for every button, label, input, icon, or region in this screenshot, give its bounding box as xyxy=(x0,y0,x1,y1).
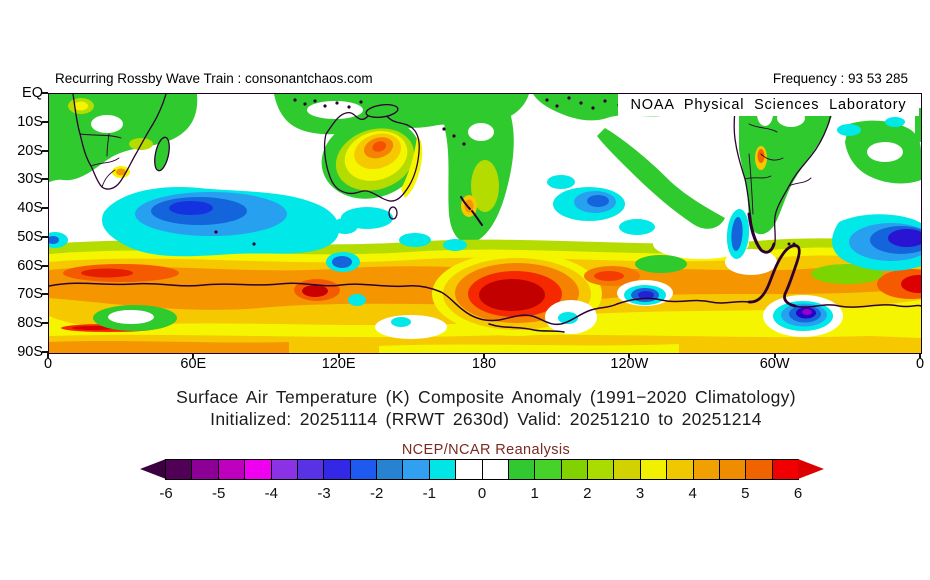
colorbar-segment xyxy=(771,459,799,480)
x-tick-mark xyxy=(628,352,631,358)
y-tick-mark xyxy=(42,207,48,210)
colorbar-tick-label: -5 xyxy=(211,485,226,502)
australia-warm-blob xyxy=(321,117,423,199)
south-atlantic-cold-blob xyxy=(832,214,921,271)
map-subtitle: Initialized: 20251114 (RRWT 2630d) Valid… xyxy=(210,409,762,429)
colorbar-tick-label: 1 xyxy=(530,485,539,502)
y-tick-mark xyxy=(42,322,48,325)
weddell-sea-cold-core xyxy=(763,295,843,337)
colorbar-segment xyxy=(428,459,457,480)
map-title: Surface Air Temperature (K) Composite An… xyxy=(176,387,796,407)
south-america-coastline xyxy=(733,94,837,254)
y-tick-mark xyxy=(42,149,48,152)
pacific-cold-patches xyxy=(326,117,905,272)
colorbar-tick-label: -6 xyxy=(159,485,173,502)
colorbar-segment xyxy=(534,459,562,480)
colorbar-tick-label: 2 xyxy=(583,485,592,502)
header-left-text: Recurring Rossby Wave Train : consonantc… xyxy=(55,71,373,86)
y-tick-label: 10S xyxy=(17,113,43,130)
x-tick-label: 120W xyxy=(610,356,649,372)
y-tick-label: 40S xyxy=(17,200,43,217)
x-tick-mark xyxy=(337,352,340,358)
new-zealand-coastline xyxy=(460,196,483,226)
y-tick-label: 70S xyxy=(17,286,43,303)
new-guinea-coastline xyxy=(365,104,399,118)
map-canvas xyxy=(49,94,921,353)
colorbar-segment xyxy=(666,459,694,480)
y-tick-label: EQ xyxy=(22,85,43,101)
y-tick-label: 30S xyxy=(17,171,43,188)
x-tick-label: 0 xyxy=(43,356,53,372)
colorbar-tick-label: -1 xyxy=(422,485,436,502)
colorbar-tick-label: 0 xyxy=(477,485,487,502)
colorbar-segment xyxy=(507,459,536,480)
colorbar-tick-label: 5 xyxy=(741,485,750,502)
colorbar-segment xyxy=(745,459,773,480)
colorbar-segment xyxy=(191,459,219,480)
y-tick-mark xyxy=(42,235,48,238)
y-tick-label: 50S xyxy=(17,228,43,245)
y-tick-label: 80S xyxy=(17,315,43,332)
y-tick-label: 20S xyxy=(17,142,43,159)
x-tick-label: 120E xyxy=(321,356,356,372)
indian-ocean-cold-blob xyxy=(49,187,340,257)
colorbar-tick-label: 3 xyxy=(635,485,645,502)
colorbar-segments xyxy=(165,459,799,480)
dataset-label: NCEP/NCAR Reanalysis xyxy=(401,442,571,458)
y-tick-mark xyxy=(42,293,48,296)
colorbar-segment xyxy=(481,459,509,480)
antarctica-coastline xyxy=(49,244,921,333)
colorbar-segment xyxy=(323,459,351,480)
colorbar-tick-label: -2 xyxy=(369,485,384,502)
colorbar-segment xyxy=(455,459,483,480)
y-tick-label: 90S xyxy=(17,344,43,360)
colorbar-right-arrow xyxy=(798,459,824,479)
colorbar-segment xyxy=(376,459,404,480)
colorbar-segment xyxy=(270,459,298,480)
coastlines xyxy=(49,94,921,333)
colorbar-tick-label: -3 xyxy=(317,485,331,502)
africa-coastline xyxy=(72,94,167,190)
colorbar-segment xyxy=(639,459,668,480)
x-tick-label: 0 xyxy=(915,356,925,372)
noaa-credit-box: NOAA Physical Sciences Laboratory xyxy=(618,94,919,116)
header-frequency-text: Frequency : 93 53 285 xyxy=(772,71,908,86)
y-tick-mark xyxy=(42,92,48,94)
colorbar-segment xyxy=(692,459,720,480)
colorbar-segment xyxy=(560,459,588,480)
colorbar-segment xyxy=(296,459,325,480)
colorbar-segment xyxy=(402,459,430,480)
colorbar-segment xyxy=(587,459,615,480)
x-tick-label: 60W xyxy=(759,356,790,372)
x-tick-mark xyxy=(483,352,485,358)
colorbar-segment xyxy=(718,459,747,480)
y-tick-mark xyxy=(42,120,48,123)
colorbar-segment xyxy=(349,459,377,480)
australia-coastline xyxy=(323,110,420,220)
y-tick-label: 60S xyxy=(17,257,43,274)
andes-cold-streak xyxy=(726,146,767,259)
madagascar-coastline xyxy=(154,136,170,172)
colorbar-segment xyxy=(165,459,193,480)
x-tick-label: 60E xyxy=(180,356,207,372)
map-plot-area xyxy=(48,93,922,354)
colorbar-segment xyxy=(613,459,641,480)
colorbar-left-arrow xyxy=(140,459,166,479)
colorbar-segment xyxy=(217,459,246,480)
y-tick-mark xyxy=(42,351,48,353)
colorbar-tick-label: 6 xyxy=(793,485,803,502)
colorbar-tick-label: 4 xyxy=(688,485,697,502)
x-tick-mark xyxy=(192,352,195,358)
colorbar-tick-label: -4 xyxy=(264,485,278,502)
y-tick-mark xyxy=(42,178,48,181)
colorbar-segment xyxy=(244,459,272,480)
y-tick-mark xyxy=(42,264,48,267)
x-tick-mark xyxy=(919,352,921,358)
x-tick-mark xyxy=(47,352,49,358)
x-tick-label: 180 xyxy=(471,356,497,372)
x-tick-mark xyxy=(773,352,776,358)
